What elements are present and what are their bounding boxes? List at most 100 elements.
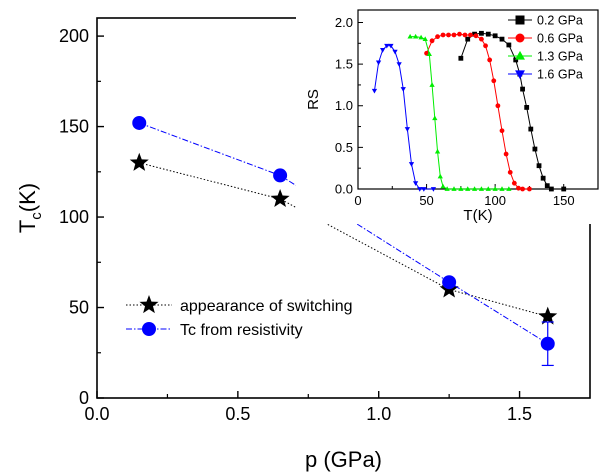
main-y-tick-label: 150: [59, 117, 89, 137]
inset-data-point: [458, 55, 464, 61]
inset-data-point: [429, 38, 435, 44]
inset-data-point: [380, 48, 386, 53]
inset-data-point: [506, 186, 512, 191]
legend-label: Tc from resistivity: [180, 322, 303, 339]
main-y-axis-label-main: T: [15, 220, 40, 233]
main-x-tick-label: 0.5: [225, 404, 250, 424]
legend-marker: [142, 322, 156, 336]
inset-data-point: [528, 126, 534, 132]
inset-legend-label: 1.6 GPa: [537, 68, 583, 82]
inset-data-point: [487, 57, 493, 63]
inset-data-point: [483, 43, 488, 49]
inset-data-point: [458, 186, 464, 191]
inset-data-point: [451, 186, 457, 191]
main-chart: 0.0 0.5 1.0 1.5 0 50 100 150 200 p (GPa) Tc(K): [15, 17, 591, 472]
inset-data-point: [440, 183, 446, 189]
legend-marker: [139, 295, 159, 314]
main-data-point: [538, 306, 558, 325]
inset-data-point: [426, 51, 432, 57]
inset-data-point: [536, 163, 542, 169]
main-x-axis-label: p (GPa): [305, 447, 382, 472]
inset-data-point: [485, 186, 491, 191]
inset-data-point: [473, 33, 479, 39]
inset-data-point: [511, 180, 517, 186]
inset-y-axis-label: RS: [305, 89, 322, 110]
inset-data-point: [396, 62, 402, 67]
inset-data-point: [506, 42, 512, 48]
inset-data-point: [503, 151, 509, 157]
inset-data-point: [499, 128, 505, 134]
inset-data-point: [392, 49, 398, 55]
inset-data-point: [417, 187, 423, 192]
inset-data-point: [400, 87, 406, 92]
inset-data-point: [495, 103, 501, 109]
inset-series-3: [371, 43, 437, 192]
inset-data-point: [446, 32, 451, 38]
inset-series-2: [407, 33, 512, 191]
main-data-point: [270, 188, 290, 208]
main-data-point: [132, 115, 147, 130]
inset-data-point: [516, 185, 521, 191]
main-y-axis-label-sub: c: [28, 212, 45, 220]
inset-data-point: [404, 127, 411, 132]
inset-x-tick-label: 0: [354, 193, 361, 208]
inset-data-point: [462, 32, 468, 38]
inset-data-point: [412, 33, 419, 39]
inset-data-point: [479, 36, 484, 42]
inset-data-point: [422, 36, 428, 42]
main-x-tick-label: 1.0: [366, 404, 391, 424]
inset-legend-label: 0.2 GPa: [537, 14, 583, 28]
inset-data-point: [544, 183, 550, 189]
main-data-point: [129, 152, 149, 171]
inset-data-point: [388, 43, 394, 49]
inset-data-point: [407, 33, 413, 39]
inset-data-point: [457, 31, 462, 37]
main-y-axis-label-unit: (K): [15, 183, 40, 212]
inset-y-tick-label: 1.0: [335, 98, 353, 113]
inset-data-point: [513, 57, 519, 63]
main-data-point: [442, 275, 457, 290]
main-y-axis-label: Tc(K): [15, 183, 45, 233]
inset-data-point: [499, 36, 505, 42]
inset-data-point: [520, 186, 525, 192]
inset-data-point: [429, 82, 435, 87]
legend-label: appearance of switching: [180, 298, 353, 315]
inset-data-point: [468, 32, 473, 38]
inset-data-point: [412, 181, 419, 186]
inset-data-point: [524, 105, 530, 110]
main-data-point: [540, 336, 555, 351]
inset-data-point: [492, 186, 498, 191]
inset-legend-marker: [515, 15, 525, 25]
inset-data-point: [479, 30, 484, 36]
inset-y-tick-label: 0.5: [335, 140, 353, 155]
inset-data-point: [434, 148, 441, 154]
inset-data-point: [444, 186, 450, 191]
inset-series-line: [426, 33, 530, 190]
main-y-tick-label: 50: [69, 298, 89, 318]
inset-data-point: [478, 186, 485, 191]
inset-data-point: [430, 187, 437, 192]
inset-data-point: [435, 34, 440, 40]
main-x-tick-label: 1.5: [507, 404, 532, 424]
main-series-line: [139, 122, 549, 345]
inset-data-point: [548, 186, 554, 192]
inset-data-point: [561, 186, 567, 192]
inset-legend-marker: [515, 70, 525, 80]
inset-data-point: [485, 31, 491, 37]
inset-data-point: [408, 162, 415, 167]
inset-data-point: [375, 60, 382, 66]
main-y-tick-label: 0: [79, 388, 89, 408]
inset-data-point: [471, 186, 478, 191]
inset-series-1: [424, 31, 532, 192]
inset-y-tick-label: 2.0: [335, 15, 353, 30]
inset-y-tick-label: 0.0: [335, 182, 353, 197]
inset-data-point: [465, 186, 471, 191]
inset-legend-marker: [515, 50, 525, 60]
inset-data-point: [384, 43, 390, 49]
inset-legend-marker: [515, 33, 525, 43]
inset-legend-label: 0.6 GPa: [537, 32, 583, 46]
inset-data-point: [527, 186, 532, 192]
inset-legend: 0.2 GPa 0.6 GPa 1.3 GPa 1.6 GPa: [508, 14, 583, 82]
inset-x-axis-label: T(K): [463, 207, 492, 224]
inset-data-point: [437, 173, 443, 179]
